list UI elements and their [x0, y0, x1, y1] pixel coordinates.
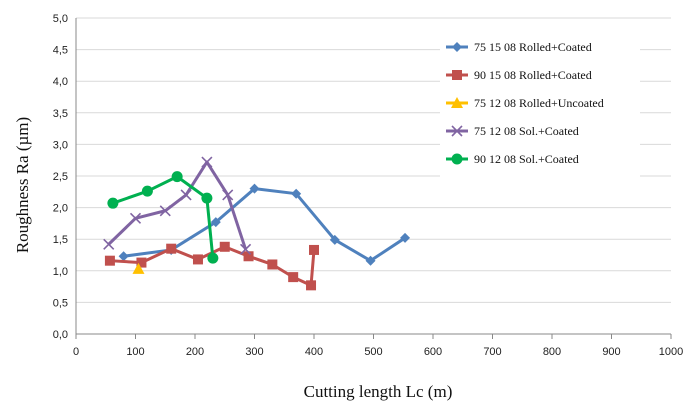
y-tick-label: 1,5 — [53, 234, 68, 246]
legend-label: 75 12 08 Rolled+Uncoated — [474, 96, 604, 110]
data-point — [118, 251, 129, 262]
x-tick-label: 600 — [424, 346, 442, 358]
data-point — [207, 252, 219, 264]
data-point — [291, 188, 302, 199]
data-point — [249, 183, 260, 194]
data-point-stroke — [159, 205, 171, 217]
y-tick-label: 3,0 — [53, 139, 68, 151]
series-2 — [104, 241, 319, 291]
data-point — [288, 272, 299, 283]
y-tick-label: 4,5 — [53, 45, 68, 57]
series-5 — [107, 171, 219, 264]
legend: 75 15 08 Rolled+Coated 90 15 08 Rolled+Co… — [440, 33, 640, 179]
data-point — [329, 234, 340, 245]
legend-label: 90 15 08 Rolled+Coated — [474, 68, 592, 82]
legend-label: 75 15 08 Rolled+Coated — [474, 40, 592, 54]
data-point — [103, 238, 115, 250]
y-tick-label: 1,0 — [53, 266, 68, 278]
series-line — [123, 187, 406, 263]
y-tick-label: 3,5 — [53, 108, 68, 120]
x-tick-label: 100 — [126, 346, 144, 358]
legend-item: 90 15 08 Rolled+Coated — [446, 68, 592, 82]
data-point — [159, 205, 171, 217]
legend-item: 75 15 08 Rolled+Coated — [446, 40, 592, 54]
data-point — [210, 217, 221, 228]
data-point-stroke — [240, 243, 252, 255]
legend-box — [440, 33, 640, 179]
x-tick-label: 1000 — [659, 346, 683, 358]
x-tick-label: 900 — [602, 346, 620, 358]
series-layer — [103, 156, 411, 291]
data-point — [201, 156, 213, 168]
data-point — [201, 192, 213, 204]
data-point — [129, 212, 142, 224]
data-point — [192, 254, 203, 265]
data-point — [141, 185, 153, 197]
x-tick-label: 400 — [305, 346, 323, 358]
data-point-stroke — [180, 189, 192, 201]
data-point — [171, 171, 183, 183]
data-point-stroke — [129, 212, 142, 224]
x-tick-label: 500 — [364, 346, 382, 358]
x-tick-label: 700 — [483, 346, 501, 358]
legend-label: 75 12 08 Sol.+Coated — [474, 124, 579, 138]
data-point — [219, 241, 230, 252]
data-point — [267, 259, 278, 270]
data-point — [365, 255, 376, 266]
data-point — [166, 243, 177, 254]
x-tick-label: 200 — [186, 346, 204, 358]
series-line — [109, 245, 316, 287]
y-tick-label: 4,0 — [53, 76, 68, 88]
data-point — [309, 244, 319, 255]
legend-item: 75 12 08 Sol.+Coated — [446, 124, 579, 138]
data-point — [107, 197, 119, 209]
y-tick-label: 0,0 — [53, 329, 68, 341]
legend-item: 75 12 08 Rolled+Uncoated — [446, 96, 604, 110]
y-axis-title: Roughness Ra (µm) — [13, 117, 32, 253]
y-tick-label: 2,0 — [53, 203, 68, 215]
legend-item: 90 12 08 Sol.+Coated — [446, 152, 579, 166]
data-point-stroke — [103, 238, 115, 250]
data-point — [132, 262, 145, 274]
series-line — [112, 175, 215, 259]
data-point — [240, 243, 252, 255]
y-tick-label: 0,5 — [53, 297, 68, 309]
x-axis-title: Cutting length Lc (m) — [304, 382, 453, 401]
y-tick-label: 2,5 — [53, 171, 68, 183]
data-point — [104, 255, 115, 266]
data-point — [136, 257, 147, 268]
data-point-stroke — [201, 156, 213, 168]
x-tick-label: 300 — [245, 346, 263, 358]
legend-swatch-marker — [451, 125, 463, 137]
grid — [76, 17, 671, 303]
legend-swatch-marker — [451, 153, 463, 165]
data-point — [180, 189, 192, 201]
legend-label: 90 12 08 Sol.+Coated — [474, 152, 579, 166]
series-4 — [103, 156, 252, 255]
data-point — [222, 189, 234, 201]
y-tick-label: 5,0 — [53, 13, 68, 25]
x-tick-label: 0 — [73, 346, 79, 358]
series-3 — [132, 262, 145, 274]
legend-swatch-marker — [452, 70, 462, 80]
legend-swatch-marker — [451, 97, 463, 108]
data-point — [243, 251, 254, 262]
data-point — [400, 232, 411, 243]
legend-swatch-marker-stroke — [451, 125, 463, 137]
axes: 0,0 0,5 1,0 1,5 2,0 2,5 3,0 3,5 4,0 4,5 5,0 0 100 200… — [53, 13, 684, 358]
legend-swatch-marker — [452, 42, 462, 52]
data-point-stroke — [222, 189, 234, 201]
data-point — [306, 280, 317, 291]
x-tick-label: 800 — [543, 346, 561, 358]
